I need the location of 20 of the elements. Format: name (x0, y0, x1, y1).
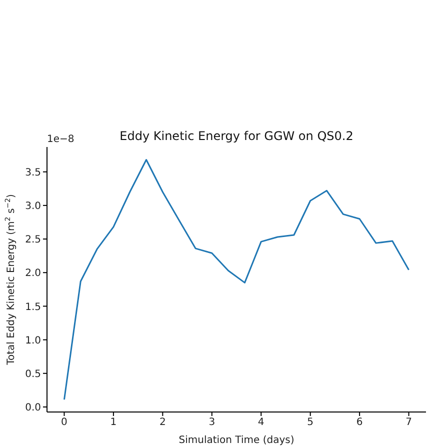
line-series (63, 159, 410, 400)
y-tick-label: 0.0 (25, 402, 41, 414)
y-tick-label: 1.0 (25, 335, 41, 346)
x-tick-label: 1 (110, 417, 117, 428)
y-tick-label: 1.5 (25, 302, 41, 313)
x-tick-label: 6 (356, 417, 363, 428)
chart-title: Eddy Kinetic Energy for GGW on QS0.2 (120, 129, 354, 143)
x-tick-label: 0 (61, 417, 68, 428)
x-tick-label: 5 (307, 417, 314, 428)
y-tick-label: 2.0 (25, 268, 41, 280)
y-tick-label: 2.5 (25, 234, 41, 246)
y-tick-label: 0.5 (25, 368, 41, 380)
y-tick-label: 3.0 (25, 200, 41, 212)
x-tick-label: 3 (208, 417, 216, 428)
text: 1e−8 (47, 134, 74, 145)
x-axis-title: Simulation Time (days) (178, 435, 294, 446)
x-tick-label: 4 (258, 417, 264, 428)
x-tick-label: 2 (159, 417, 166, 428)
x-tick-label: 7 (406, 417, 412, 428)
y-tick-label: 3.5 (25, 167, 41, 178)
